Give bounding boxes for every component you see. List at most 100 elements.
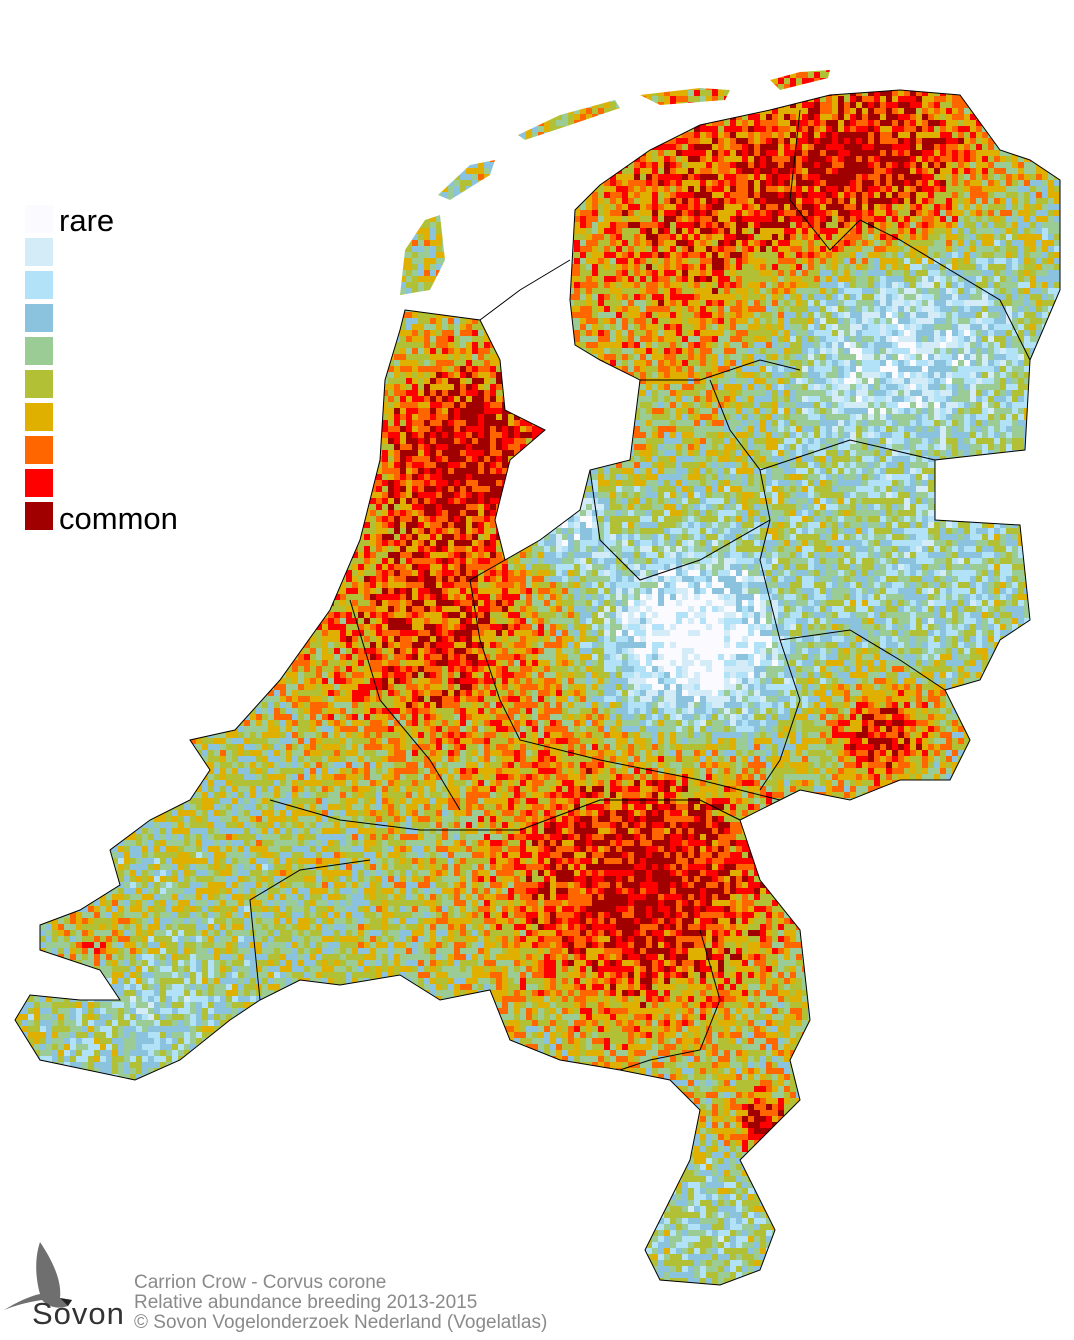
grid-cell (844, 72, 850, 78)
grid-cell (472, 126, 478, 132)
grid-cell (766, 222, 772, 228)
grid-cell (790, 210, 796, 216)
grid-cell (958, 84, 964, 90)
grid-cell (400, 156, 406, 162)
grid-cell (610, 114, 616, 120)
grid-cell (118, 192, 124, 198)
grid-cell (358, 120, 364, 126)
grid-cell (442, 114, 448, 120)
grid-cell (196, 78, 202, 84)
grid-cell (820, 102, 826, 108)
grid-cell (988, 186, 994, 192)
grid-cell (448, 120, 454, 126)
grid-cell (532, 84, 538, 90)
grid-cell (418, 60, 424, 66)
grid-cell (778, 90, 784, 96)
grid-cell (376, 84, 382, 90)
grid-cell (928, 78, 934, 84)
grid-cell (1048, 204, 1054, 210)
grid-cell (676, 120, 682, 126)
grid-cell (916, 96, 922, 102)
grid-cell (868, 138, 874, 144)
grid-cell (190, 222, 196, 228)
grid-cell (532, 180, 538, 186)
grid-cell (574, 72, 580, 78)
grid-cell (286, 60, 292, 66)
grid-cell (136, 222, 142, 228)
grid-cell (466, 174, 472, 180)
grid-cell (964, 60, 970, 66)
grid-cell (376, 168, 382, 174)
grid-cell (874, 174, 880, 180)
grid-cell (520, 168, 526, 174)
grid-cell (622, 102, 628, 108)
grid-cell (562, 162, 568, 168)
grid-cell (208, 102, 214, 108)
grid-cell (700, 192, 706, 198)
grid-cell (88, 70, 94, 72)
grid-cell (274, 156, 280, 162)
grid-cell (994, 70, 1000, 72)
grid-cell (142, 132, 148, 138)
grid-cell (526, 204, 532, 210)
grid-cell (772, 78, 778, 84)
grid-cell (562, 108, 568, 114)
grid-cell (640, 174, 646, 180)
grid-cell (268, 222, 274, 228)
grid-cell (874, 108, 880, 114)
grid-cell (286, 126, 292, 132)
grid-cell (550, 198, 556, 204)
grid-cell (838, 108, 844, 114)
grid-cell (658, 150, 664, 156)
grid-cell (15, 78, 16, 84)
grid-cell (22, 144, 28, 150)
grid-cell (778, 108, 784, 114)
grid-cell (172, 72, 178, 78)
grid-cell (160, 84, 166, 90)
grid-cell (532, 102, 538, 108)
grid-cell (334, 126, 340, 132)
grid-cell (334, 216, 340, 222)
grid-cell (520, 204, 526, 210)
grid-cell (76, 90, 82, 96)
grid-cell (580, 120, 586, 126)
grid-cell (124, 126, 130, 132)
grid-cell (658, 156, 664, 162)
grid-cell (64, 180, 70, 186)
grid-cell (538, 186, 544, 192)
grid-cell (346, 192, 352, 198)
grid-cell (304, 168, 310, 174)
grid-cell (274, 132, 280, 138)
grid-cell (622, 96, 628, 102)
grid-cell (202, 186, 208, 192)
grid-cell (376, 78, 382, 84)
grid-cell (1060, 216, 1066, 222)
grid-cell (748, 144, 754, 150)
grid-cell (520, 180, 526, 186)
grid-cell (622, 126, 628, 132)
grid-cell (586, 132, 592, 138)
grid-cell (148, 204, 154, 210)
grid-cell (220, 60, 226, 66)
grid-cell (364, 90, 370, 96)
grid-cell (166, 156, 172, 162)
grid-cell (526, 150, 532, 156)
grid-cell (724, 78, 730, 84)
grid-cell (40, 84, 46, 90)
grid-cell (484, 138, 490, 144)
grid-cell (244, 144, 250, 150)
grid-cell (538, 84, 544, 90)
grid-cell (346, 144, 352, 150)
grid-cell (868, 78, 874, 84)
grid-cell (406, 132, 412, 138)
grid-cell (874, 114, 880, 120)
grid-cell (514, 108, 520, 114)
grid-cell (976, 156, 982, 162)
grid-cell (460, 150, 466, 156)
grid-cell (520, 114, 526, 120)
grid-cell (310, 138, 316, 144)
grid-cell (610, 84, 616, 90)
grid-cell (286, 120, 292, 126)
grid-cell (376, 126, 382, 132)
grid-cell (568, 126, 574, 132)
